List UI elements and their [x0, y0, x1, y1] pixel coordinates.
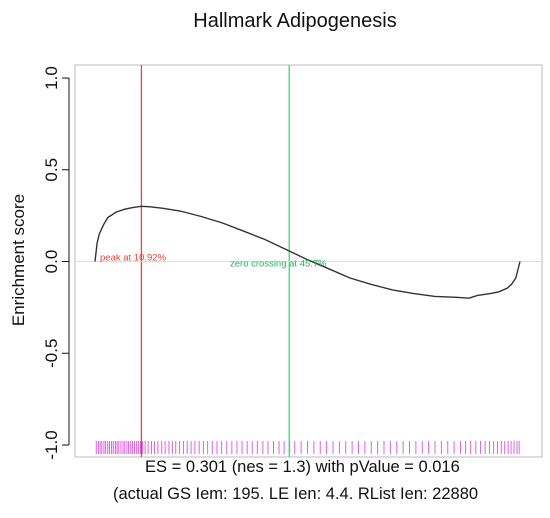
y-tick-label: -0.5 — [42, 339, 61, 368]
es-summary-line: ES = 0.301 (nes = 1.3) with pValue = 0.0… — [145, 458, 460, 476]
chart-title: Hallmark Adipogenesis — [193, 10, 396, 32]
running-enrichment-score-line — [94, 205, 521, 299]
marker-annotations: peak at 10.92% zero crossing at 45.7% — [100, 253, 327, 270]
y-tick-label: 0.5 — [42, 158, 61, 182]
y-axis: -1.0 -0.5 0.0 0.5 1.0 — [42, 66, 70, 460]
gene-hit-rug — [95, 441, 520, 454]
y-axis-label: Enrichment score — [9, 194, 28, 326]
peak-annotation: peak at 10.92% — [100, 253, 167, 264]
zero-crossing-annotation: zero crossing at 45.7% — [230, 259, 327, 270]
y-tick-label: -1.0 — [42, 430, 61, 459]
y-tick-label: 1.0 — [42, 66, 61, 90]
gene-set-stats-line: (actual GS Iem: 195. LE Ien: 4.4. RList … — [113, 485, 479, 503]
y-tick-label: 0.0 — [42, 250, 61, 274]
